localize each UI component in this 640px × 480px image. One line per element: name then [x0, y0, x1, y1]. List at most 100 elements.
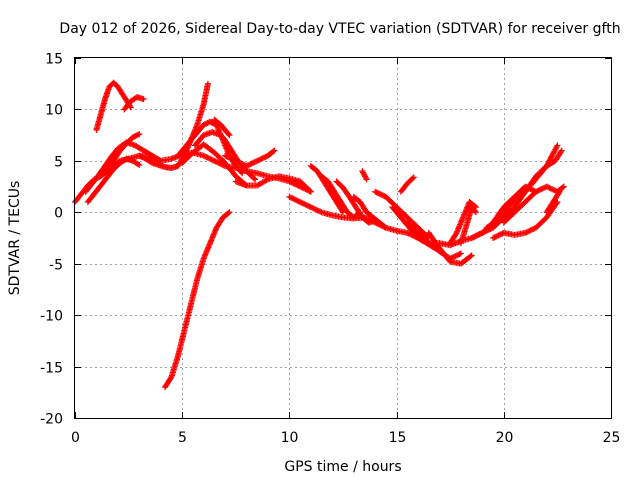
data-point [201, 153, 208, 160]
data-point [307, 204, 314, 211]
data-point [226, 154, 233, 161]
data-point [539, 185, 546, 192]
data-point [479, 229, 486, 236]
data-point [236, 159, 243, 166]
data-point [297, 199, 304, 205]
data-point [530, 226, 537, 232]
data-point [527, 227, 534, 234]
data-point [405, 230, 412, 237]
data-point [456, 251, 463, 258]
data-point [547, 185, 554, 192]
data-point [305, 202, 312, 209]
data-point [238, 169, 245, 176]
series-arc-6 [104, 131, 143, 175]
data-point [254, 157, 261, 164]
data-point [225, 131, 232, 138]
data-point [490, 235, 497, 241]
data-point [535, 187, 542, 194]
data-point [472, 209, 479, 216]
data-point [410, 174, 417, 181]
data-point [468, 252, 475, 259]
data-point [204, 80, 211, 87]
series-arc-11 [211, 116, 233, 139]
data-point [208, 156, 215, 163]
data-point [452, 231, 459, 238]
y-tick-labels: -20 -15 -10 -5 0 5 10 15 [40, 52, 63, 428]
data-point [306, 203, 313, 210]
data-point [250, 159, 257, 166]
data-point [377, 191, 384, 198]
data-point [306, 187, 313, 194]
series-arc-23 [397, 174, 417, 195]
data-point [558, 147, 565, 154]
data-point [474, 232, 480, 239]
series-arc-19 [350, 193, 389, 231]
series-arc-14 [162, 209, 233, 391]
data-point [271, 147, 278, 154]
data-point [374, 190, 381, 196]
data-point [457, 250, 464, 257]
data-point [534, 188, 541, 195]
data-point [311, 206, 318, 213]
data-point [452, 253, 459, 259]
data-point [541, 184, 547, 191]
data-point [207, 155, 214, 162]
series-arc-3 [84, 155, 143, 205]
data-point [240, 161, 247, 168]
data-point [469, 234, 476, 241]
data-point [263, 177, 270, 184]
data-point [167, 375, 174, 382]
series-arc-20 [359, 168, 370, 183]
data-point [136, 131, 143, 138]
data-point [523, 229, 530, 236]
data-point [243, 163, 250, 169]
data-point [256, 156, 263, 163]
data-point [476, 231, 483, 238]
data-point [239, 161, 246, 168]
data-point [494, 233, 501, 240]
data-point [291, 196, 298, 203]
x-tick-label: 20 [496, 430, 514, 446]
x-tick-label: 10 [281, 430, 299, 446]
data-point [136, 161, 143, 168]
data-point [528, 186, 535, 193]
data-point [404, 229, 411, 236]
data-point [381, 223, 388, 230]
data-point [262, 154, 269, 160]
data-point [315, 208, 322, 214]
data-point [538, 186, 545, 193]
data-point [156, 157, 163, 164]
data-point [260, 154, 267, 161]
data-point [307, 188, 314, 195]
data-point [225, 210, 232, 217]
data-point [372, 188, 379, 195]
data-point [234, 158, 241, 165]
data-point [546, 184, 553, 191]
y-tick-label: -20 [40, 412, 63, 428]
series-arc-25 [425, 229, 475, 267]
series-arc-17 [318, 173, 364, 221]
data-point [228, 155, 235, 162]
data-point [299, 200, 306, 207]
data-point [223, 153, 230, 160]
series-arc-33 [543, 188, 563, 216]
series-arc-13 [232, 173, 314, 195]
data-point [303, 202, 310, 209]
data-point [200, 152, 207, 159]
x-tick-label: 15 [389, 430, 407, 446]
data-point [244, 162, 251, 169]
data-point [471, 233, 478, 240]
data-point [216, 160, 223, 167]
data-point [475, 231, 482, 238]
y-tick-label: -10 [40, 309, 63, 325]
data-point [373, 189, 380, 196]
data-point [298, 199, 305, 206]
data-point [526, 227, 533, 234]
data-point [251, 159, 258, 166]
data-point [362, 175, 369, 181]
data-point [536, 186, 543, 193]
y-tick-label: 10 [45, 103, 63, 119]
x-tick-label: 5 [178, 430, 187, 446]
data-point [140, 96, 147, 103]
